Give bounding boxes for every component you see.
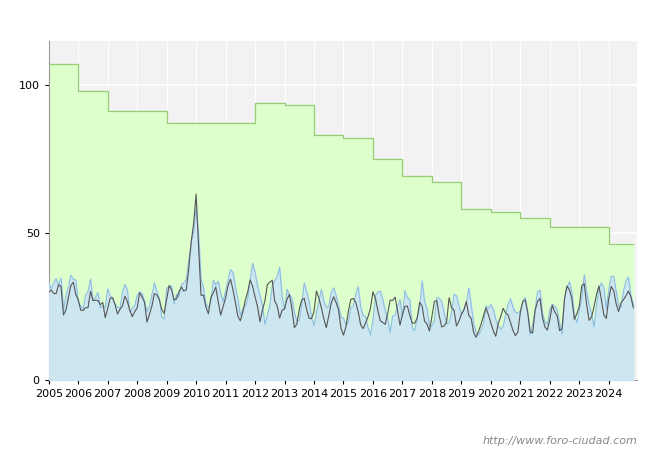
Text: foro-ciudad.com: foro-ciudad.com bbox=[203, 223, 483, 252]
Text: Bahabón  -  Evolucion de la poblacion en edad de Trabajar Noviembre de 2024: Bahabón - Evolucion de la poblacion en e… bbox=[37, 10, 613, 27]
Text: http://www.foro-ciudad.com: http://www.foro-ciudad.com bbox=[482, 436, 637, 446]
